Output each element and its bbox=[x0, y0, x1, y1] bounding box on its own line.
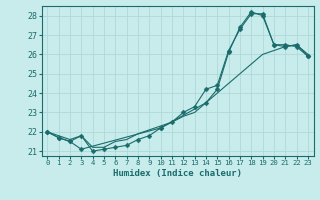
X-axis label: Humidex (Indice chaleur): Humidex (Indice chaleur) bbox=[113, 169, 242, 178]
